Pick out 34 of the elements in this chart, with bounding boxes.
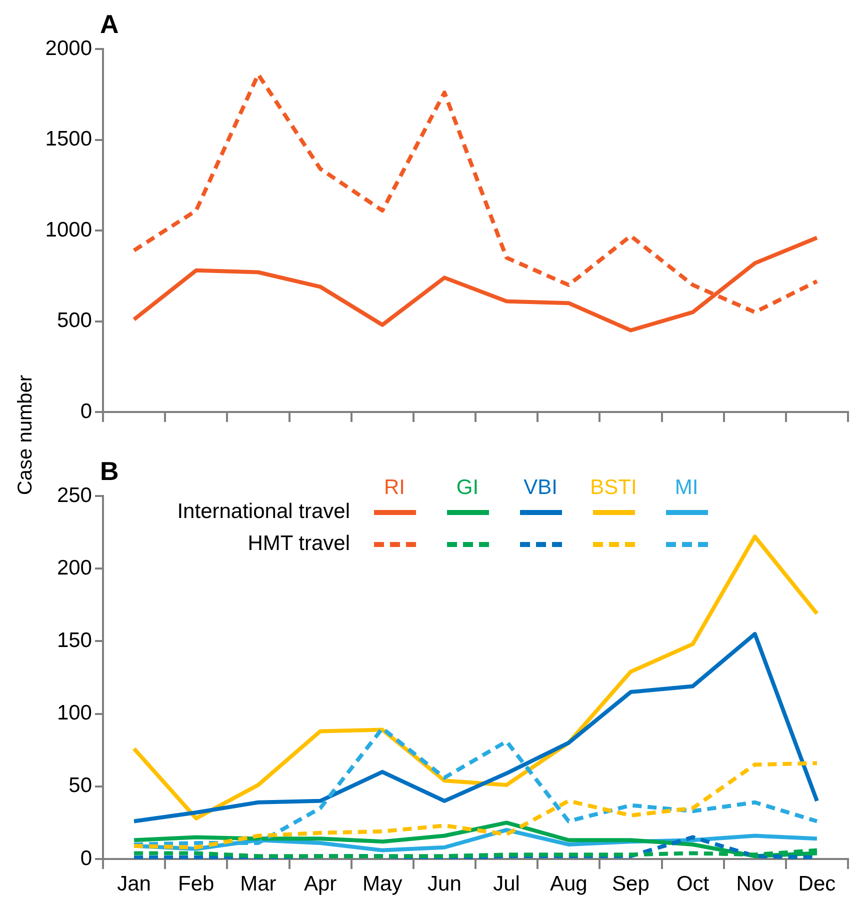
x-tick-label: Oct (676, 872, 710, 896)
line-series (132, 761, 819, 850)
chart-title: A (100, 9, 119, 40)
x-tick-label: Sep (612, 872, 650, 896)
y-tick-label: 0 (80, 400, 92, 423)
y-tick-label: 2000 (45, 36, 92, 60)
x-tick-label: May (362, 872, 403, 896)
y-tick-label: 0 (80, 846, 92, 870)
x-tick-label: Apr (304, 872, 337, 896)
x-tick-label: Jan (117, 872, 151, 896)
y-tick-label: 100 (56, 702, 92, 725)
y-tick-label: 200 (56, 556, 92, 580)
x-tick-label: Dec (798, 872, 836, 896)
y-tick-label: 250 (56, 484, 92, 507)
y-tick-label: 1500 (45, 128, 92, 151)
annotation: International travel (176, 500, 351, 524)
x-tick-label: Jun (428, 872, 462, 896)
chart-title: B (100, 456, 119, 487)
y-tick-label: 150 (56, 628, 92, 652)
text: RI (384, 476, 405, 499)
text: BSTI (590, 476, 637, 500)
x-tick-label: Jul (493, 872, 520, 896)
text: MI (674, 476, 698, 500)
text: GI (456, 476, 479, 500)
x-tick-label: Mar (240, 872, 276, 896)
y-tick-label: 1000 (45, 218, 92, 242)
y-tick-label: 500 (56, 309, 92, 332)
x-tick-label: Aug (550, 872, 588, 896)
x-tick-label: Nov (736, 872, 774, 896)
y-axis-title: Case number (14, 374, 38, 496)
x-tick-label: Feb (178, 872, 214, 896)
text: VBI (524, 476, 558, 500)
annotation: HMT travel (246, 532, 351, 556)
y-tick-label: 50 (68, 774, 92, 798)
